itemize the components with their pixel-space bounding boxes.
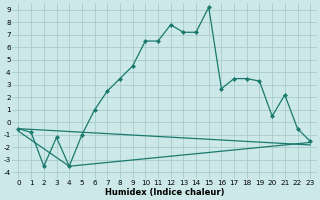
X-axis label: Humidex (Indice chaleur): Humidex (Indice chaleur) [105,188,224,197]
